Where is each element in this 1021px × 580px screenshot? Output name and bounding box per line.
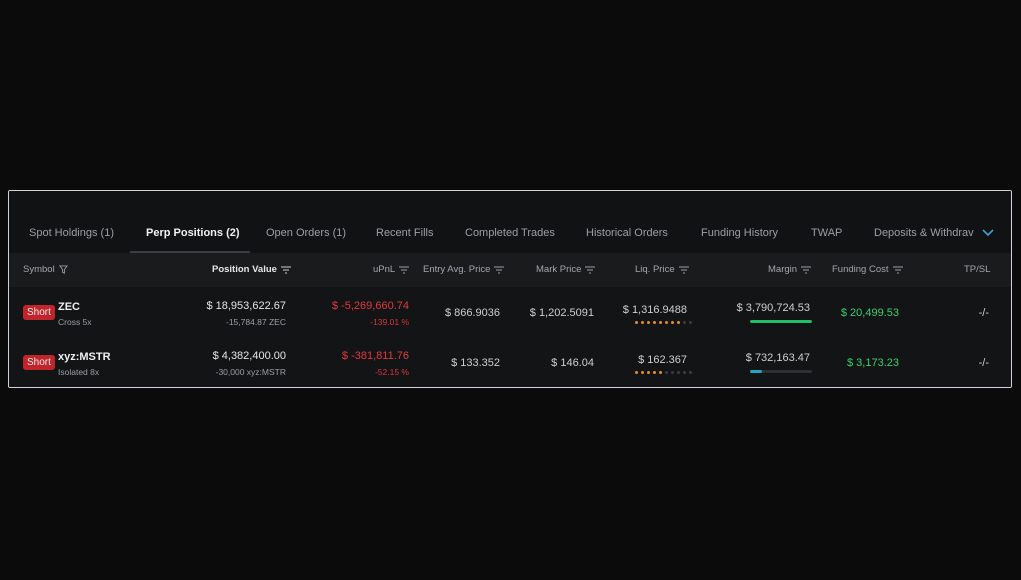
risk-dot [653,371,656,374]
col-position-value-label: Position Value [212,264,277,275]
margin-value: $ 3,790,724.53 [736,302,810,314]
risk-dot [671,371,674,374]
upnl-value: $ -381,811.76 [341,350,409,362]
sort-icon[interactable] [280,266,291,274]
symbol-name[interactable]: ZEC [58,301,80,313]
risk-dot [641,321,644,324]
col-symbol-header[interactable]: Symbol [23,264,68,275]
tab-twap[interactable]: TWAP [811,227,843,239]
col-funding-cost-label: Funding Cost [832,264,889,275]
sort-icon[interactable] [585,266,596,274]
sort-icon[interactable] [892,266,903,274]
side-badge: Short [23,305,55,320]
table-row[interactable]: Short ZEC Cross 5x $ 18,953,622.67 -15,7… [9,287,1011,337]
risk-dot [659,371,662,374]
tab-spot-holdings[interactable]: Spot Holdings (1) [29,227,114,239]
tab-recent-fills[interactable]: Recent Fills [376,227,434,239]
entry-price: $ 866.9036 [444,307,500,319]
risk-dot [671,321,674,324]
col-position-value-header[interactable]: Position Value [212,264,291,275]
sort-icon[interactable] [494,266,505,274]
funding-cost: $ 3,173.23 [847,357,899,369]
filter-icon[interactable] [58,265,68,274]
positions-panel: Spot Holdings (1) Perp Positions (2) Ope… [8,190,1012,388]
margin-mode: Isolated 8x [58,367,100,377]
chevron-down-icon[interactable] [981,227,995,239]
liq-risk-meter [635,371,692,374]
tab-bar: Spot Holdings (1) Perp Positions (2) Ope… [9,191,1011,253]
tpsl-value[interactable]: -/- [978,357,989,369]
upnl-value: $ -5,269,660.74 [331,300,409,312]
liq-price: $ 1,316.9488 [622,304,687,316]
risk-dot [665,321,668,324]
entry-price: $ 133.352 [451,357,500,369]
sort-icon[interactable] [801,266,812,274]
col-margin-label: Margin [768,264,798,275]
table-row[interactable]: Short xyz:MSTR Isolated 8x $ 4,382,400.0… [9,337,1011,387]
risk-dot [665,371,668,374]
margin-value: $ 732,163.47 [745,352,810,364]
risk-dot [647,371,650,374]
risk-dot [647,321,650,324]
tab-perp-positions[interactable]: Perp Positions (2) [146,227,240,239]
col-tpsl-header: TP/SL [964,264,990,275]
col-tpsl-label: TP/SL [964,264,991,275]
col-mark-price-label: Mark Price [536,264,582,275]
tab-open-orders[interactable]: Open Orders (1) [266,227,347,239]
table-header: Symbol Position Value uPnL Entry Avg. Pr… [9,253,1011,287]
risk-dot [641,371,644,374]
liq-price: $ 162.367 [638,354,687,366]
margin-bar [750,370,812,373]
mark-price: $ 146.04 [551,357,594,369]
col-liq-price-header[interactable]: Liq. Price [635,264,689,275]
col-mark-price-header[interactable]: Mark Price [536,264,596,275]
position-value: $ 18,953,622.67 [206,300,286,312]
tab-funding-history[interactable]: Funding History [701,227,779,239]
col-upnl-header[interactable]: uPnL [373,264,410,275]
risk-dot [683,321,686,324]
tab-historical-orders[interactable]: Historical Orders [586,227,668,239]
col-funding-cost-header[interactable]: Funding Cost [832,264,903,275]
col-entry-price-header[interactable]: Entry Avg. Price [423,264,505,275]
col-entry-price-label: Entry Avg. Price [423,264,491,275]
side-badge: Short [23,355,55,370]
risk-dot [659,321,662,324]
sort-icon[interactable] [399,266,410,274]
mark-price: $ 1,202.5091 [529,307,594,319]
position-value: $ 4,382,400.00 [212,350,286,362]
position-size: -30,000 xyz:MSTR [215,367,286,377]
col-liq-price-label: Liq. Price [635,264,675,275]
margin-bar-fill [750,320,812,323]
risk-dot [677,371,680,374]
tab-deposits-withdrawals[interactable]: Deposits & Withdrav [874,227,974,239]
margin-bar [750,320,812,323]
risk-dot [635,371,638,374]
col-margin-header[interactable]: Margin [768,264,812,275]
risk-dot [635,321,638,324]
risk-dot [689,371,692,374]
liq-risk-meter [635,321,692,324]
risk-dot [677,321,680,324]
margin-bar-fill [750,370,763,373]
symbol-name[interactable]: xyz:MSTR [58,351,111,363]
margin-mode: Cross 5x [58,317,92,327]
active-tab-indicator [130,251,250,253]
funding-cost: $ 20,499.53 [840,307,899,319]
risk-dot [689,321,692,324]
col-upnl-label: uPnL [373,264,396,275]
risk-dot [683,371,686,374]
position-size: -15,784.87 ZEC [225,317,286,327]
upnl-percent: -52.15 % [374,367,409,377]
risk-dot [653,321,656,324]
upnl-percent: -139.01 % [370,317,409,327]
tab-completed-trades[interactable]: Completed Trades [465,227,555,239]
tpsl-value[interactable]: -/- [978,307,989,319]
col-symbol-label: Symbol [23,264,55,275]
sort-icon[interactable] [678,266,689,274]
